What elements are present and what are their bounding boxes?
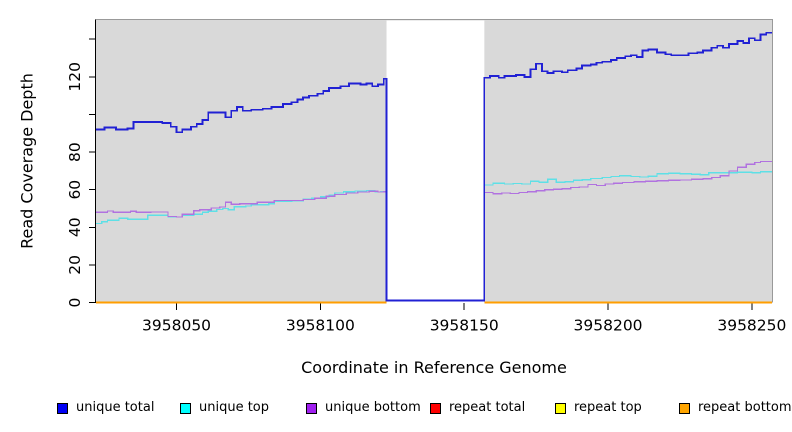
y-tick-label: 20: [66, 255, 84, 275]
series-line-unique-total: [96, 31, 772, 302]
legend-label-unique-bottom: unique bottom: [325, 400, 421, 415]
legend-swatch-unique-top: [180, 403, 191, 414]
legend-label-unique-total: unique total: [76, 400, 155, 415]
legend-label-repeat-bottom: repeat bottom: [698, 400, 792, 415]
y-tick-label: 40: [66, 217, 84, 237]
x-axis-title: Coordinate in Reference Genome: [301, 358, 567, 377]
y-axis-title: Read Coverage Depth: [17, 73, 37, 249]
series-line-unique-bottom: [96, 160, 772, 302]
legend-label-repeat-top: repeat top: [574, 400, 642, 415]
legend-swatch-unique-total: [57, 403, 68, 414]
legend-label-repeat-total: repeat total: [449, 400, 526, 415]
plot-border: [95, 19, 773, 303]
y-tick-label: 120: [66, 62, 84, 92]
y-tick-label: 60: [66, 180, 84, 200]
legend-swatch-repeat-bottom: [679, 403, 690, 414]
legend-swatch-repeat-top: [555, 403, 566, 414]
y-tick-label: 0: [66, 298, 84, 308]
missing-data-region: [386, 20, 485, 303]
legend-swatch-repeat-total: [430, 403, 441, 414]
x-tick-label: 3958200: [574, 317, 643, 335]
x-tick-label: 3958100: [286, 317, 355, 335]
x-tick-label: 3958050: [142, 317, 211, 335]
legend-swatch-unique-bottom: [306, 403, 317, 414]
y-tick-label: 80: [66, 142, 84, 162]
legend-label-unique-top: unique top: [199, 400, 270, 415]
x-tick-label: 3958250: [717, 317, 786, 335]
x-tick-label: 3958150: [430, 317, 499, 335]
